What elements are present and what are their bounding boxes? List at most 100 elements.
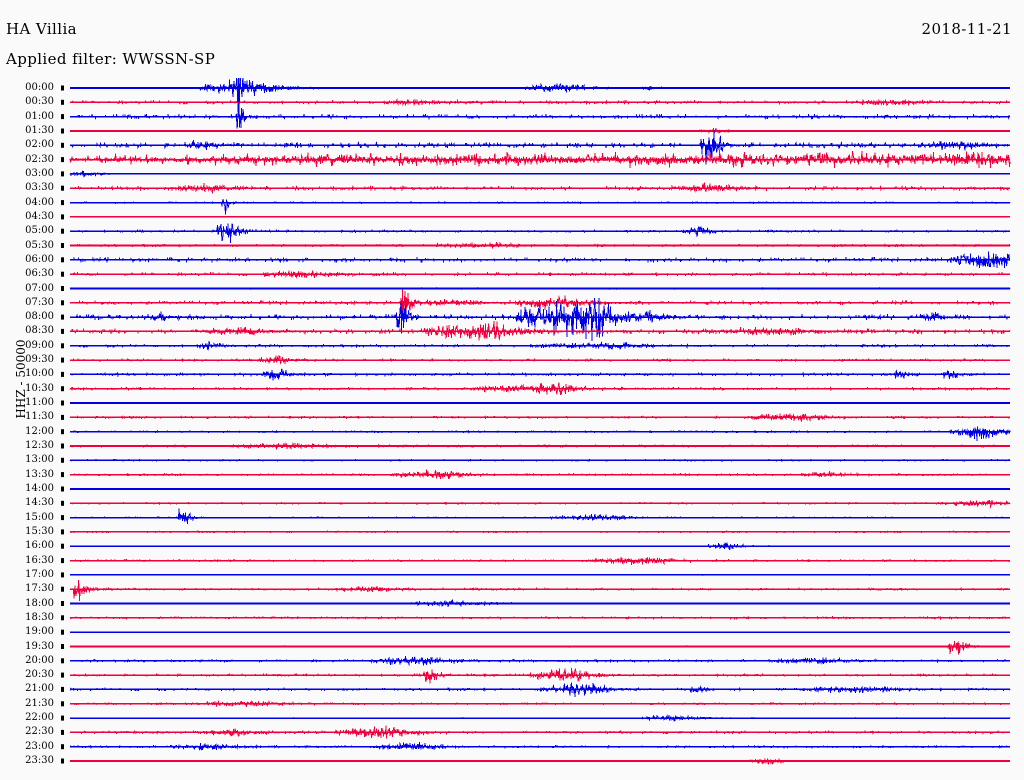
row-tick-mark — [61, 515, 64, 521]
time-label-1600: 16:00 — [25, 540, 54, 552]
row-tick-mark — [61, 644, 64, 649]
trace-row — [69, 508, 1011, 525]
row-tick-mark — [61, 414, 64, 420]
time-label-1930: 19:30 — [25, 640, 54, 652]
time-label-2330: 23:30 — [25, 755, 54, 766]
time-label-0300: 03:00 — [25, 167, 54, 179]
trace-row — [69, 100, 1011, 129]
row-tick-mark — [61, 529, 64, 535]
row-tick-mark — [61, 185, 64, 191]
time-label-0530: 05:30 — [25, 239, 54, 251]
row-tick-mark — [61, 300, 64, 306]
seismogram-traces — [61, 78, 1011, 765]
row-tick-mark — [61, 243, 64, 248]
time-label-2130: 21:30 — [25, 697, 54, 709]
row-tick-mark — [61, 114, 64, 120]
time-label-0900: 09:00 — [25, 339, 54, 351]
row-tick-mark — [61, 386, 64, 392]
row-tick-mark — [61, 171, 64, 177]
row-tick-mark — [61, 357, 64, 363]
time-label-1030: 10:30 — [25, 382, 54, 394]
row-tick-mark — [61, 271, 64, 277]
row-tick-mark — [61, 729, 64, 735]
time-label-0430: 04:30 — [25, 210, 54, 222]
time-label-0200: 02:00 — [25, 139, 54, 151]
time-label-1330: 13:30 — [25, 468, 54, 480]
time-label-0230: 02:30 — [25, 153, 54, 165]
time-label-0000: 00:00 — [25, 82, 54, 93]
time-label-1100: 11:00 — [25, 397, 54, 408]
row-tick-mark — [61, 629, 64, 635]
row-tick-mark — [61, 314, 64, 320]
time-label-0100: 01:00 — [25, 110, 54, 122]
row-tick-mark — [61, 744, 64, 750]
row-tick-mark — [61, 128, 64, 134]
time-label-1300: 13:00 — [25, 454, 54, 466]
time-label-0800: 08:00 — [25, 311, 54, 323]
row-tick-mark — [61, 400, 64, 406]
row-tick-mark — [61, 672, 64, 678]
row-tick-mark — [61, 157, 64, 163]
time-label-0130: 01:30 — [25, 125, 54, 136]
row-tick-mark — [61, 686, 64, 692]
row-tick-mark — [61, 99, 64, 105]
row-tick-mark — [61, 572, 64, 578]
row-tick-mark — [61, 343, 64, 349]
time-label-1630: 16:30 — [25, 554, 54, 566]
row-tick-mark — [61, 758, 64, 764]
row-tick-mark — [61, 429, 64, 435]
row-tick-mark — [61, 558, 64, 564]
row-tick-mark — [61, 443, 64, 449]
time-label-1430: 14:30 — [25, 497, 54, 509]
row-tick-mark — [61, 142, 64, 148]
trace-row — [69, 579, 1011, 601]
time-label-1000: 10:00 — [25, 368, 54, 380]
time-label-2230: 22:30 — [25, 726, 54, 738]
time-label-1800: 18:00 — [25, 597, 54, 609]
row-tick-mark — [61, 85, 64, 91]
row-tick-mark — [61, 472, 64, 478]
time-label-2300: 23:00 — [25, 740, 54, 752]
row-tick-mark — [61, 457, 64, 463]
page-title: HA Villia — [6, 20, 77, 38]
trace-row — [69, 223, 1010, 244]
time-label-0330: 03:30 — [25, 182, 54, 194]
time-label-1230: 12:30 — [25, 440, 54, 451]
row-tick-mark — [61, 658, 64, 664]
time-label-0030: 00:30 — [25, 96, 54, 108]
trace-row — [69, 426, 1011, 441]
applied-filter-label: Applied filter: WWSSN-SP — [6, 50, 216, 68]
time-label-0930: 09:30 — [25, 354, 54, 366]
time-label-1500: 15:00 — [25, 511, 54, 523]
row-tick-mark — [61, 200, 64, 206]
time-label-2100: 21:00 — [25, 683, 54, 695]
row-tick-mark — [61, 586, 64, 592]
row-tick-mark — [61, 500, 64, 506]
row-tick-mark — [61, 257, 64, 263]
date-label: 2018-11-21 — [921, 20, 1012, 38]
time-label-1400: 14:00 — [25, 483, 54, 494]
trace-row — [70, 640, 1010, 655]
row-tick-mark — [61, 543, 64, 549]
row-tick-mark — [61, 286, 64, 291]
row-tick-mark — [61, 214, 64, 220]
time-label-1530: 15:30 — [25, 525, 54, 537]
time-label-2030: 20:30 — [25, 669, 54, 681]
time-label-0730: 07:30 — [25, 296, 54, 308]
row-tick-mark — [61, 371, 64, 377]
row-tick-mark — [61, 328, 64, 334]
time-label-0600: 06:00 — [25, 253, 54, 265]
time-label-1130: 11:30 — [25, 411, 54, 423]
row-tick-mark — [61, 701, 64, 707]
row-tick-mark — [61, 486, 64, 492]
time-label-0400: 04:00 — [25, 196, 54, 208]
time-label-2000: 20:00 — [25, 654, 54, 666]
time-label-1730: 17:30 — [25, 583, 54, 595]
time-label-1700: 17:00 — [25, 568, 54, 580]
row-tick-mark — [61, 615, 64, 621]
time-label-0500: 05:00 — [25, 225, 54, 237]
time-label-1830: 18:30 — [25, 611, 54, 623]
helicorder-plot: 00:00 00:30 01:00 01:30 02:00 02:30 03:00 03:30… — [0, 78, 1024, 778]
row-tick-mark — [61, 228, 64, 234]
